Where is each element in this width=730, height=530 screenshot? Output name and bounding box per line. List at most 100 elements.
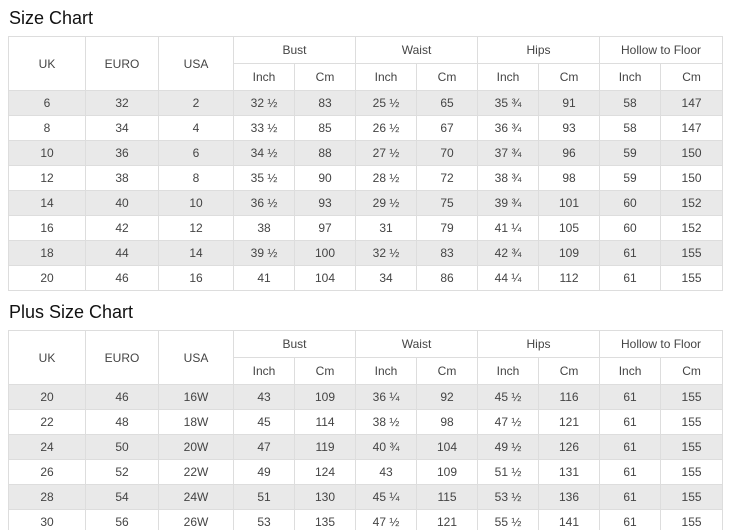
table-cell: 141 xyxy=(538,509,601,530)
table-cell: 44 xyxy=(85,240,159,266)
column-group-waist: Waist xyxy=(355,330,479,358)
table-cell: 34 ½ xyxy=(233,140,295,166)
table-cell: 54 xyxy=(85,484,159,510)
table-cell: 61 xyxy=(599,240,662,266)
column-header-waist-cm: Cm xyxy=(416,357,479,385)
table-cell: 16 xyxy=(8,215,86,241)
table-row: 20 46 16 41 104 34 86 44 ¼ 112 61 155 xyxy=(8,265,724,291)
table-cell: 61 xyxy=(599,509,662,530)
table-cell: 38 xyxy=(85,165,159,191)
table-cell: 65 xyxy=(416,90,479,116)
table-cell: 51 xyxy=(233,484,295,510)
column-header-hips-cm: Cm xyxy=(538,63,601,91)
table-cell: 38 ½ xyxy=(355,409,418,435)
table-row: 26 52 22W 49 124 43 109 51 ½ 131 61 155 xyxy=(8,459,724,485)
table-cell: 47 ½ xyxy=(477,409,540,435)
table-cell: 60 xyxy=(599,215,662,241)
table-cell: 40 xyxy=(85,190,159,216)
column-header-bust-cm: Cm xyxy=(293,63,357,91)
table-cell: 26W xyxy=(158,509,234,530)
table-cell: 45 ½ xyxy=(477,384,540,410)
column-group-hips: Hips xyxy=(477,36,601,64)
table-cell: 42 ¾ xyxy=(477,240,540,266)
table-cell: 61 xyxy=(599,384,662,410)
table-cell: 18 xyxy=(8,240,86,266)
table-cell: 27 ½ xyxy=(355,140,418,166)
column-group-bust: Bust xyxy=(232,330,357,358)
table-cell: 8 xyxy=(158,165,234,191)
table-cell: 41 xyxy=(233,265,295,291)
table-cell: 6 xyxy=(158,140,234,166)
table-cell: 92 xyxy=(416,384,479,410)
table-cell: 46 xyxy=(85,265,159,291)
table-cell: 150 xyxy=(660,165,724,191)
plus-size-chart-table: UK EURO USA Bust Waist Hips Hollow to Fl… xyxy=(8,330,724,530)
header-group-row: UK EURO USA Bust Waist Hips Hollow to Fl… xyxy=(8,330,724,385)
column-header-hollow-cm: Cm xyxy=(660,63,724,91)
column-header-usa: USA xyxy=(158,36,234,91)
table-cell: 155 xyxy=(660,409,724,435)
size-chart-header: UK EURO USA Bust Waist Hips Hollow to Fl… xyxy=(8,36,724,91)
table-cell: 49 xyxy=(233,459,295,485)
table-cell: 29 ½ xyxy=(355,190,418,216)
table-cell: 98 xyxy=(416,409,479,435)
column-header-hips-inch: Inch xyxy=(477,63,540,91)
size-chart-table: UK EURO USA Bust Waist Hips Hollow to Fl… xyxy=(8,36,724,291)
table-cell: 30 xyxy=(8,509,86,530)
table-cell: 24 xyxy=(8,434,86,460)
column-group-waist: Waist xyxy=(355,36,479,64)
table-cell: 35 ¾ xyxy=(477,90,540,116)
table-cell: 22W xyxy=(158,459,234,485)
table-cell: 60 xyxy=(599,190,662,216)
table-cell: 67 xyxy=(416,115,479,141)
table-cell: 61 xyxy=(599,434,662,460)
table-cell: 37 ¾ xyxy=(477,140,540,166)
column-group-bust: Bust xyxy=(232,36,357,64)
table-cell: 135 xyxy=(293,509,357,530)
table-cell: 136 xyxy=(538,484,601,510)
table-cell: 45 ¼ xyxy=(355,484,418,510)
table-cell: 121 xyxy=(538,409,601,435)
column-header-uk: UK xyxy=(8,330,86,385)
table-cell: 155 xyxy=(660,484,724,510)
table-cell: 152 xyxy=(660,190,724,216)
table-cell: 105 xyxy=(538,215,601,241)
column-header-hollow-inch: Inch xyxy=(599,357,662,385)
column-header-waist-inch: Inch xyxy=(355,63,418,91)
table-cell: 32 xyxy=(85,90,159,116)
table-cell: 70 xyxy=(416,140,479,166)
table-cell: 155 xyxy=(660,434,724,460)
table-cell: 47 ½ xyxy=(355,509,418,530)
table-cell: 59 xyxy=(599,140,662,166)
column-header-waist-cm: Cm xyxy=(416,63,479,91)
table-cell: 109 xyxy=(538,240,601,266)
column-header-bust-inch: Inch xyxy=(233,63,295,91)
column-header-euro: EURO xyxy=(85,330,159,385)
table-cell: 121 xyxy=(416,509,479,530)
table-cell: 16W xyxy=(158,384,234,410)
table-cell: 51 ½ xyxy=(477,459,540,485)
table-row: 8 34 4 33 ½ 85 26 ½ 67 36 ¾ 93 58 147 xyxy=(8,115,724,141)
column-header-uk: UK xyxy=(8,36,86,91)
table-cell: 28 xyxy=(8,484,86,510)
table-cell: 61 xyxy=(599,265,662,291)
table-cell: 85 xyxy=(293,115,357,141)
table-cell: 38 ¾ xyxy=(477,165,540,191)
table-row: 18 44 14 39 ½ 100 32 ½ 83 42 ¾ 109 61 155 xyxy=(8,240,724,266)
table-cell: 20 xyxy=(8,384,86,410)
table-cell: 48 xyxy=(85,409,159,435)
plus-size-chart-title: Plus Size Chart xyxy=(9,302,134,322)
table-row: 20 46 16W 43 109 36 ¼ 92 45 ½ 116 61 155 xyxy=(8,384,724,410)
table-cell: 147 xyxy=(660,90,724,116)
table-cell: 6 xyxy=(8,90,86,116)
header-subunit-row: Inch Cm Inch Cm Inch Cm Inch Cm xyxy=(9,63,724,91)
column-group-hollow-to-floor: Hollow to Floor xyxy=(599,36,724,64)
table-cell: 61 xyxy=(599,484,662,510)
column-header-usa: USA xyxy=(158,330,234,385)
table-row: 16 42 12 38 97 31 79 41 ¼ 105 60 152 xyxy=(8,215,724,241)
table-row: 12 38 8 35 ½ 90 28 ½ 72 38 ¾ 98 59 150 xyxy=(8,165,724,191)
table-cell: 104 xyxy=(293,265,357,291)
table-cell: 36 ¼ xyxy=(355,384,418,410)
table-cell: 2 xyxy=(158,90,234,116)
table-cell: 91 xyxy=(538,90,601,116)
